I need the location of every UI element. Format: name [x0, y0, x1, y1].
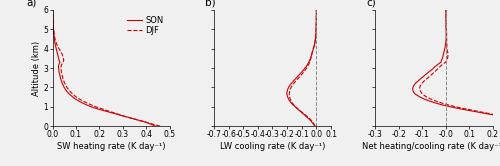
X-axis label: Net heating/cooling rate (K day⁻¹): Net heating/cooling rate (K day⁻¹)	[362, 142, 500, 151]
Text: a): a)	[27, 0, 37, 8]
Text: b): b)	[204, 0, 216, 8]
Text: c): c)	[366, 0, 376, 8]
Y-axis label: Altitude (km): Altitude (km)	[32, 41, 40, 96]
X-axis label: SW heating rate (K day⁻¹): SW heating rate (K day⁻¹)	[57, 142, 166, 151]
Legend: SON, DJF: SON, DJF	[126, 14, 166, 37]
X-axis label: LW cooling rate (K day⁻¹): LW cooling rate (K day⁻¹)	[220, 142, 325, 151]
